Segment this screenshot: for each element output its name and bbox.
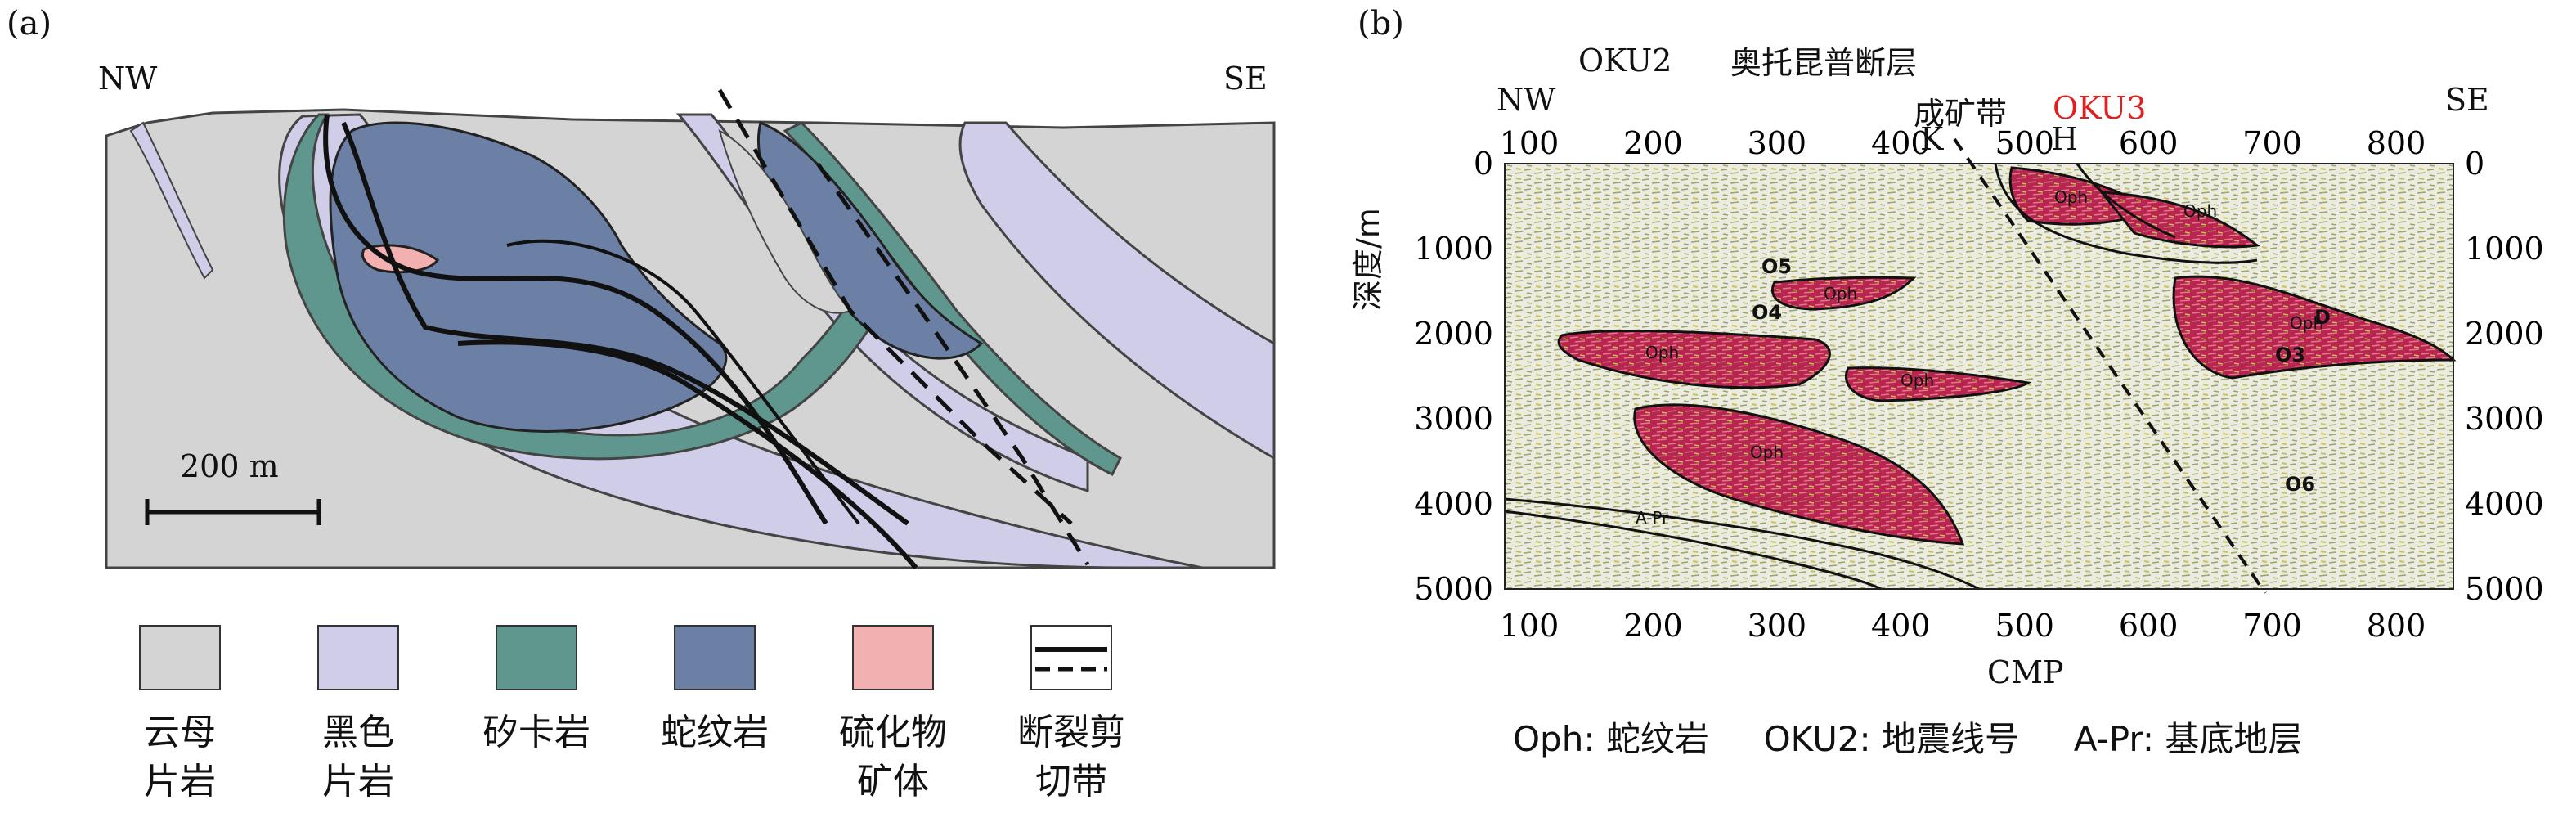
basement-line: [1504, 497, 1980, 591]
apr-label: A-Pr: [1636, 508, 1669, 528]
y-tick-label-left: 3000: [1414, 401, 1493, 437]
legend-item: 云母 片岩: [98, 625, 262, 807]
scale-bar-label: 200 m: [180, 448, 279, 484]
legend-text: 断裂剪 切带: [1017, 712, 1125, 802]
y-tick-label-left: 0: [1474, 146, 1493, 182]
y-tick-label-right: 5000: [2465, 571, 2544, 607]
legend-swatch: [674, 625, 756, 690]
y-tick-label-right: 2000: [2465, 316, 2544, 352]
body-o6: [1633, 403, 1965, 546]
body-o3: [1845, 366, 2032, 402]
legend-item: 黑色 片岩: [276, 625, 440, 807]
y-tick-label-left: 2000: [1414, 316, 1493, 352]
se-label-b: SE: [2445, 82, 2489, 118]
basement-line-2: [1504, 510, 1882, 591]
y-tick-label-left: 1000: [1414, 231, 1493, 267]
x-axis-label: CMP: [1987, 654, 2064, 690]
top-tick-label: 800: [2367, 125, 2426, 161]
fault-name-label: 奥托昆普断层: [1730, 45, 1918, 81]
body-o5: [1771, 276, 1917, 311]
oph-label-d: Oph: [2290, 313, 2323, 333]
y-tick-label-left: 5000: [1414, 571, 1493, 607]
body-label-o3: O3: [2275, 344, 2306, 366]
legend-swatch: [1030, 625, 1112, 690]
fault-line-4: [506, 239, 860, 525]
x-tick-label: 700: [2242, 608, 2302, 644]
outokumpu-fault-dashed: [1953, 137, 2267, 595]
x-tick-label: 300: [1748, 608, 1807, 644]
top-tick-label: 500: [1995, 125, 2054, 161]
oph-label-o5: Oph: [1824, 284, 1857, 303]
top-tick-label: 300: [1748, 125, 1807, 161]
y-tick-label-right: 4000: [2465, 486, 2544, 522]
nw-label-a: NW: [98, 61, 158, 97]
top-tick-label: 100: [1500, 125, 1560, 161]
x-tick-label: 600: [2119, 608, 2179, 644]
black-schist-band-right: [958, 121, 1276, 461]
seismic-line-oku2: OKU2: [1578, 43, 1672, 79]
legend-text: 云母 片岩: [144, 712, 216, 802]
thrust-curve-2: [2076, 163, 2176, 239]
panel-b-label: (b): [1358, 5, 1404, 43]
top-tick-label: 200: [1623, 125, 1683, 161]
top-tick-label: 400: [1871, 125, 1931, 161]
body-label-o6: O6: [2285, 473, 2316, 496]
y-tick-label-left: 4000: [1414, 486, 1493, 522]
body-label-o5: O5: [1761, 255, 1793, 278]
x-tick-label: 400: [1871, 608, 1931, 644]
legend-swatch: [496, 625, 577, 690]
body-label-o4: O4: [1752, 301, 1783, 324]
seismic-section: Oph Oph Oph Oph Oph Oph Oph A-Pr 100 200 3…: [1414, 125, 2544, 644]
legend-swatch: [139, 625, 221, 690]
sulfide-ore-body: [361, 244, 440, 274]
seismic-line-oku3: OKU3: [2053, 90, 2147, 126]
geologic-cross-section: [105, 88, 1276, 569]
oph-label-o4: Oph: [1645, 343, 1679, 362]
shear-zone-dashed-2: [815, 162, 1090, 566]
oph-label-top-k: Oph: [2054, 187, 2088, 207]
ore-belt-label: 成矿带: [1914, 96, 2008, 132]
fault-line-3: [457, 339, 918, 569]
oph-label-top-h: Oph: [2183, 201, 2217, 221]
legend-swatch: [852, 625, 934, 690]
shear-zone-dashed-1: [717, 88, 1073, 525]
legend-item: 硫化物 矿体: [811, 625, 975, 807]
thrust-curve-1: [1994, 163, 2258, 264]
k-marker: K: [1920, 121, 1944, 157]
body-top-h: [2098, 191, 2260, 249]
x-tick-label: 500: [1995, 608, 2054, 644]
panel-a-label: (a): [7, 5, 52, 43]
y-tick-label-right: 1000: [2465, 231, 2544, 267]
nw-label-b: NW: [1497, 82, 1556, 118]
body-o4: [1557, 330, 1831, 389]
x-tick-label: 800: [2367, 608, 2426, 644]
top-tick-label: 700: [2242, 125, 2302, 161]
body-label-d: D: [2314, 306, 2331, 329]
h-marker: H: [2051, 121, 2079, 157]
legend-text: 矽卡岩: [482, 712, 590, 753]
x-tick-label: 200: [1623, 608, 1683, 644]
body-d: [2172, 275, 2457, 380]
legend-text: 硫化物 矿体: [839, 712, 947, 802]
se-label-a: SE: [1223, 61, 1268, 97]
legend-item: 矽卡岩: [455, 625, 618, 757]
legend-item: 断裂剪 切带: [990, 625, 1153, 807]
legend-text: 黑色 片岩: [322, 712, 394, 802]
oph-label-o3: Oph: [1901, 371, 1934, 390]
legend-item: 蛇纹岩: [633, 625, 797, 757]
oph-label-o6: Oph: [1750, 443, 1784, 462]
footer-caption: Oph: 蛇纹岩 OKU2: 地震线号 A-Pr: 基底地层: [1513, 719, 2303, 759]
y-tick-label-right: 0: [2465, 146, 2484, 182]
x-tick-label: 100: [1500, 608, 1560, 644]
legend-swatch: [317, 625, 399, 690]
legend-text: 蛇纹岩: [661, 712, 769, 753]
fault-line-2: [341, 121, 909, 526]
y-axis-label: 深度/m: [1350, 208, 1386, 311]
black-schist-strip-far-left: [129, 121, 214, 280]
top-tick-label: 600: [2119, 125, 2179, 161]
y-tick-label-right: 3000: [2465, 401, 2544, 437]
